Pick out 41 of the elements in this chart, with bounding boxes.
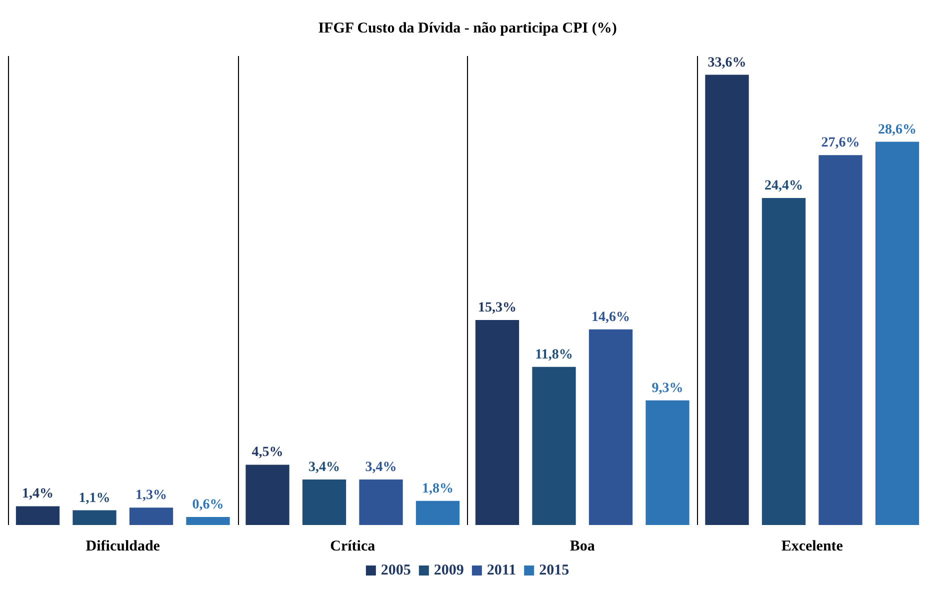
data-label: 28,6%	[878, 122, 916, 138]
data-label: 11,8%	[535, 347, 573, 362]
bar	[532, 366, 576, 525]
x-tick-label: Dificuldade	[86, 538, 160, 554]
bar	[129, 508, 174, 525]
data-label: 3,4%	[308, 460, 340, 475]
data-label: 33,6%	[708, 55, 746, 70]
bar	[646, 400, 690, 525]
x-tick-label: Excelente	[781, 538, 844, 554]
legend-label: 2015	[539, 562, 570, 578]
data-label: 4,5%	[252, 445, 284, 460]
bar	[475, 320, 520, 525]
bar	[705, 74, 749, 525]
data-label: 27,6%	[821, 136, 860, 151]
bar	[875, 142, 920, 525]
data-label: 0,6%	[192, 497, 224, 512]
x-tick-label: Crítica	[330, 538, 376, 554]
data-label: 14,6%	[592, 310, 630, 325]
bar	[818, 155, 862, 525]
x-tick-label: Boa	[570, 538, 596, 554]
bar	[246, 464, 290, 525]
bar	[762, 198, 806, 525]
bar	[16, 506, 60, 525]
bar	[72, 510, 116, 525]
data-label: 24,4%	[764, 178, 803, 194]
legend-label: 2005	[380, 562, 411, 578]
bar	[359, 479, 403, 525]
bar	[186, 516, 230, 525]
data-label: 1,8%	[422, 481, 454, 496]
bar	[416, 500, 460, 525]
data-label: 1,4%	[22, 486, 54, 502]
data-label: 3,4%	[365, 460, 397, 475]
data-label: 1,3%	[136, 488, 167, 504]
bar	[302, 479, 346, 525]
chart-title: IFGF Custo da Dívida - não participa CPI (%)	[318, 20, 617, 36]
data-label: 1,1%	[78, 490, 110, 506]
bar	[588, 329, 633, 525]
data-label: 15,3%	[478, 300, 517, 316]
legend-label: 2009	[434, 562, 464, 578]
legend-label: 2011	[486, 562, 516, 578]
data-label: 9,3%	[652, 380, 684, 396]
